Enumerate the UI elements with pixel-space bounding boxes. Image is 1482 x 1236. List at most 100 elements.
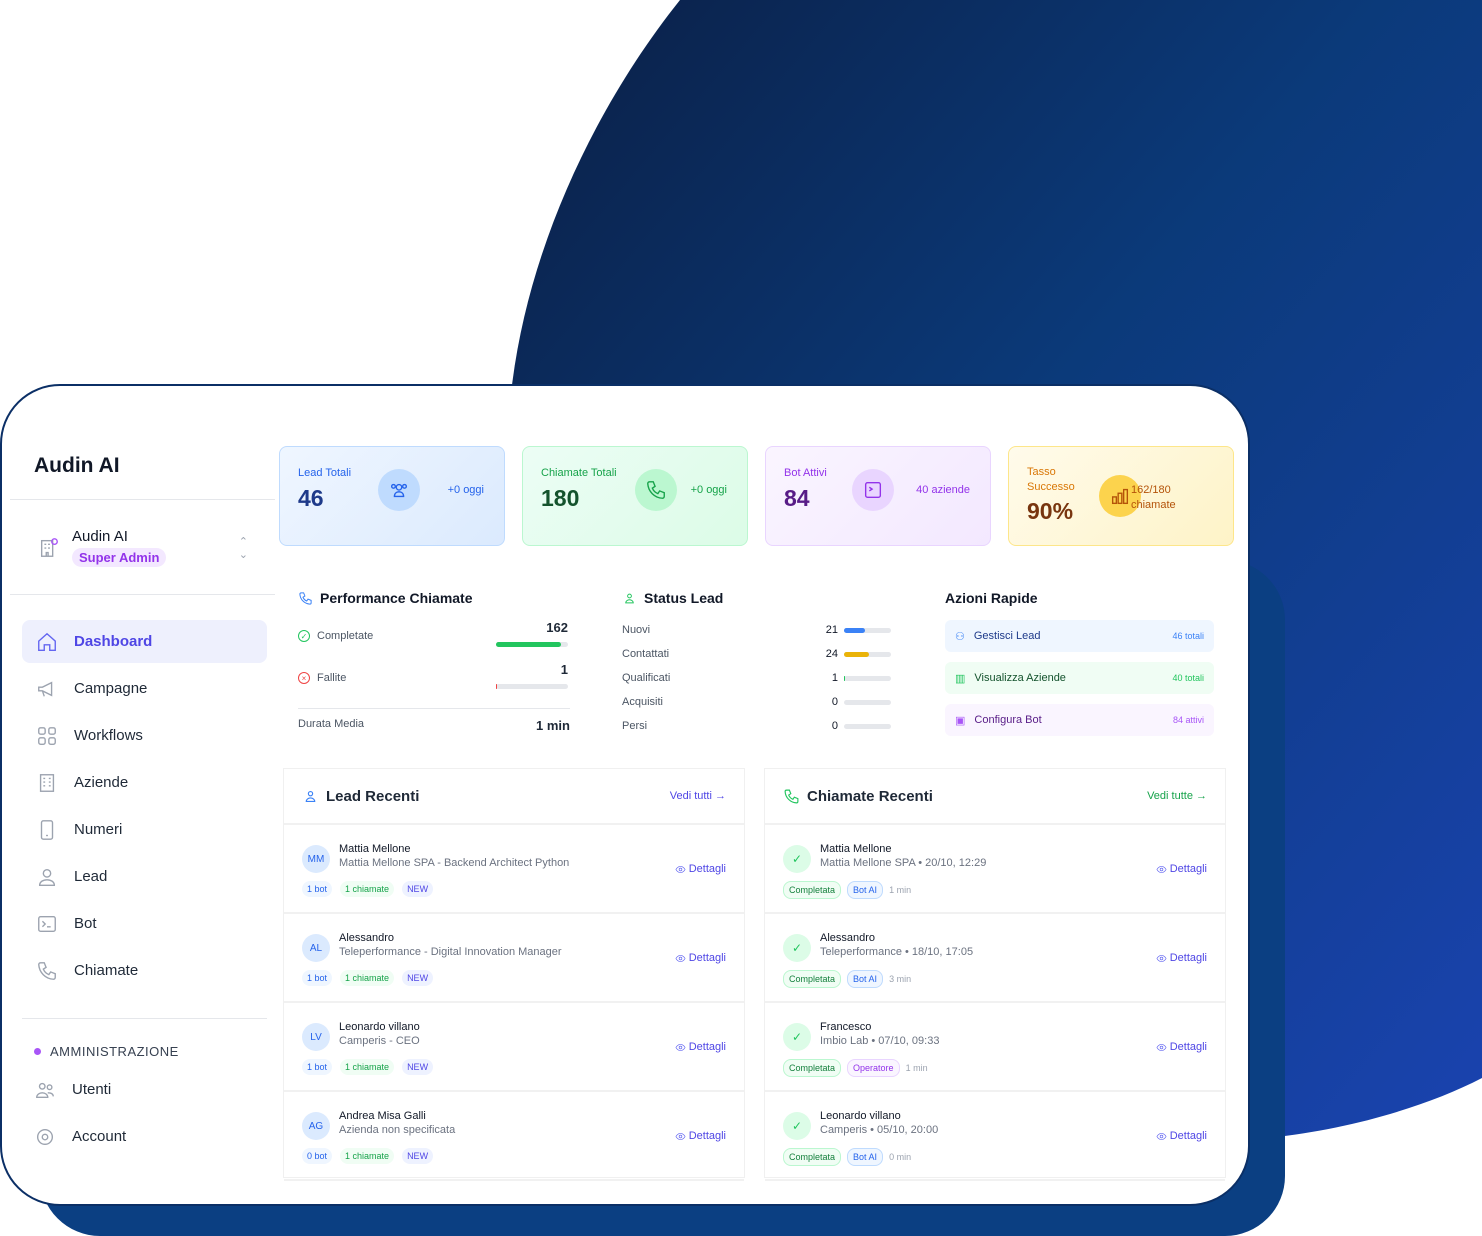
nav-label: Workflows [74, 727, 143, 744]
eye-icon [675, 954, 686, 962]
org-switcher[interactable]: Audin AI Super Admin ⌃ ⌄ [38, 528, 248, 567]
check-circle-icon: ✓ [298, 630, 310, 642]
terminal-icon [38, 915, 56, 932]
chart-bar-icon [1099, 475, 1141, 517]
sidebar-item-account[interactable]: Account [22, 1115, 267, 1158]
sidebar-item-dashboard[interactable]: Dashboard [22, 620, 267, 663]
status-count: 24 [825, 648, 838, 660]
lead-subtitle: Camperis - CEO [339, 1035, 420, 1047]
home-icon [38, 632, 56, 651]
status-row: Nuovi 21 [622, 618, 891, 642]
dashboard-window: Audin AI Audin AI Super Admin ⌃ ⌄ Dashboar… [0, 384, 1250, 1206]
recent-calls-list: Chiamate Recenti Vedi tutte → ✓ Mattia Me… [764, 768, 1226, 1181]
divider [22, 1018, 267, 1019]
nav-label: Utenti [72, 1081, 112, 1098]
sidebar-item-numeri[interactable]: Numeri [22, 808, 267, 851]
call-type-tag: Operatore [847, 1059, 900, 1077]
configura-bot-button[interactable]: ▣ Configura Bot 84 attivi [945, 704, 1214, 736]
view-all-calls-link[interactable]: Vedi tutte → [1147, 790, 1207, 802]
lead-row: LV Leonardo villano Camperis - CEO 1 bot… [284, 1003, 744, 1092]
call-type-tag: Bot AI [847, 970, 884, 988]
panel-title: Status Lead [622, 590, 891, 606]
status-count: 21 [825, 624, 838, 636]
phone-device-icon [40, 819, 54, 840]
status-tag: NEW [402, 1059, 434, 1075]
sidebar-item-aziende[interactable]: Aziende [22, 761, 267, 804]
building-icon [40, 537, 58, 557]
lead-subtitle: Azienda non specificata [339, 1124, 456, 1136]
details-button[interactable]: Dettagli [675, 863, 726, 875]
details-button[interactable]: Dettagli [1156, 1130, 1207, 1142]
eye-icon [675, 1132, 686, 1140]
details-button[interactable]: Dettagli [1156, 1041, 1207, 1053]
view-all-leads-link[interactable]: Vedi tutti → [669, 790, 726, 802]
details-button[interactable]: Dettagli [675, 952, 726, 964]
completed-row: ✓ Completate 162 [298, 620, 570, 662]
status-bar [844, 627, 891, 633]
call-type-tag: Bot AI [847, 1148, 884, 1166]
call-duration: 1 min [889, 885, 912, 895]
panel-title: Azioni Rapide [945, 590, 1038, 606]
calls-tag: 1 chiamate [340, 1148, 395, 1164]
org-name: Audin AI [72, 528, 128, 545]
call-status-tag: Completata [783, 881, 842, 899]
panel-title: Performance Chiamate [298, 590, 570, 606]
lead-subtitle: Mattia Mellone SPA - Backend Architect P… [339, 857, 570, 869]
visualizza-aziende-button[interactable]: ▥ Visualizza Aziende 40 totali [945, 662, 1214, 694]
details-button[interactable]: Dettagli [1156, 952, 1207, 964]
lead-name: Andrea Misa Galli [339, 1110, 426, 1122]
stat-side: 40 aziende [916, 484, 970, 496]
call-status-tag: Completata [783, 1148, 842, 1166]
user-icon [38, 868, 56, 886]
call-subtitle: Camperis • 05/10, 20:00 [820, 1124, 939, 1136]
calls-tag: 1 chiamate [340, 1059, 395, 1075]
avatar: AG [302, 1112, 330, 1140]
nav-label: Account [72, 1128, 127, 1145]
phone-icon [299, 591, 312, 605]
status-label: Contattati [622, 648, 670, 660]
status-tag: NEW [402, 1148, 434, 1164]
lead-name: Mattia Mellone [339, 843, 411, 855]
eye-icon [1156, 865, 1167, 873]
sidebar-item-bot[interactable]: Bot [22, 902, 267, 945]
x-circle-icon: × [298, 672, 310, 684]
status-tag: NEW [402, 970, 434, 986]
status-label: Qualificati [622, 672, 671, 684]
phone-icon [784, 789, 799, 803]
status-label: Acquisiti [622, 696, 663, 708]
call-subtitle: Teleperformance • 18/10, 17:05 [820, 946, 974, 958]
details-button[interactable]: Dettagli [675, 1130, 726, 1142]
details-button[interactable]: Dettagli [675, 1041, 726, 1053]
status-label: Nuovi [622, 624, 651, 636]
sidebar-item-workflows[interactable]: Workflows [22, 714, 267, 757]
recent-leads-list: Lead Recenti Vedi tutti → MM Mattia Mello… [283, 768, 745, 1181]
sidebar-item-utenti[interactable]: Utenti [22, 1068, 267, 1111]
call-row: ✓ Francesco Imbio Lab • 07/10, 09:33 Com… [765, 1003, 1225, 1092]
caller-name: Francesco [820, 1021, 872, 1033]
quick-actions-panel: Azioni Rapide ⚇ Gestisci Lead 46 totali ▥ V… [927, 572, 1232, 752]
calls-tag: 1 chiamate [340, 970, 395, 986]
lead-subtitle: Teleperformance - Digital Innovation Man… [339, 946, 562, 958]
megaphone-icon [38, 680, 53, 697]
brand-title: Audin AI [34, 454, 120, 477]
status-lead-panel: Status Lead Nuovi 21 Contattati 24 Qualifica… [604, 572, 909, 752]
gestisci-lead-button[interactable]: ⚇ Gestisci Lead 46 totali [945, 620, 1214, 652]
status-row: Persi 0 [622, 714, 891, 738]
nav-label: Chiamate [74, 962, 139, 979]
check-circle-icon: ✓ [783, 1023, 811, 1051]
bots-tag: 1 bot [302, 970, 333, 986]
users-icon [378, 469, 420, 511]
nav-label: Dashboard [74, 633, 153, 650]
sidebar-item-campagne[interactable]: Campagne [22, 667, 267, 710]
avatar: MM [302, 845, 330, 873]
call-row: ✓ Leonardo villano Camperis • 05/10, 20:… [765, 1092, 1225, 1181]
sidebar-item-lead[interactable]: Lead [22, 855, 267, 898]
nav-label: Bot [74, 915, 97, 932]
details-button[interactable]: Dettagli [1156, 863, 1207, 875]
call-row: ✓ Alessandro Teleperformance • 18/10, 17… [765, 914, 1225, 1003]
divider [10, 499, 275, 500]
sidebar-item-chiamate[interactable]: Chiamate [22, 949, 267, 992]
status-bar [844, 651, 891, 657]
performance-panel: Performance Chiamate ✓ Completate 162 × Fa… [280, 572, 588, 752]
stat-value: 180 [541, 485, 580, 511]
